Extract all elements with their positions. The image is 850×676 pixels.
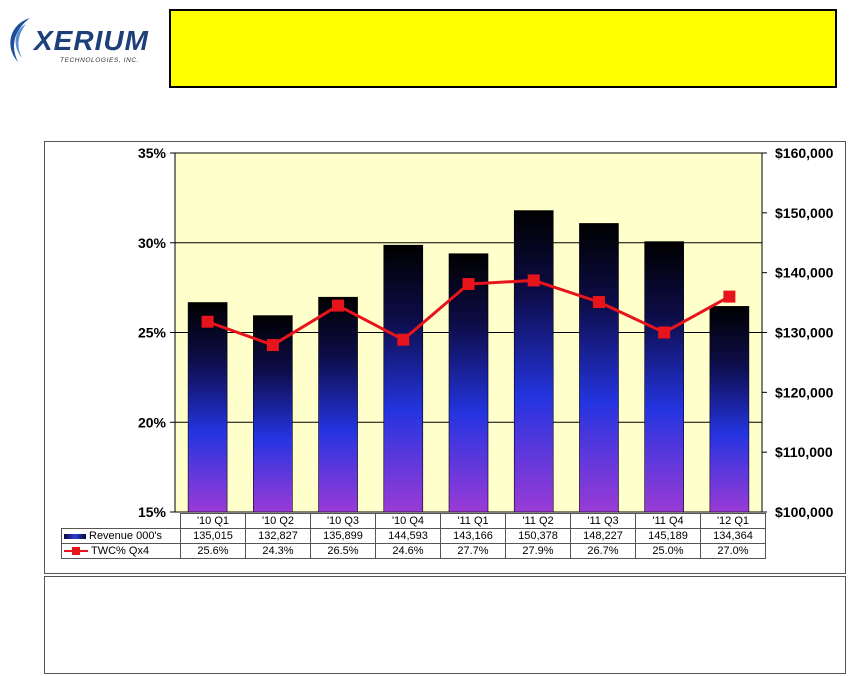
- data-table: '10 Q1'10 Q2'10 Q3'10 Q4'11 Q1'11 Q2'11 …: [61, 513, 766, 559]
- data-label: 144,593: [375, 528, 441, 544]
- data-label: 143,166: [440, 528, 506, 544]
- category-label: '10 Q3: [310, 513, 376, 529]
- data-label: 145,189: [635, 528, 701, 544]
- revenue-bar: [579, 223, 619, 513]
- data-label: 148,227: [570, 528, 636, 544]
- revenue-legend: Revenue 000's: [61, 528, 181, 544]
- revenue-bar: [513, 210, 554, 513]
- revenue-bar: [709, 306, 750, 513]
- right-tick-label: $150,000: [775, 205, 834, 221]
- twc-legend: TWC% Qx4: [61, 543, 181, 559]
- data-label: 27.0%: [700, 543, 766, 559]
- revenue-bar: [644, 241, 684, 513]
- twc-marker: [462, 278, 475, 291]
- logo-wordmark: XERIUM: [32, 25, 149, 56]
- logo-tagline: TECHNOLOGIES, INC.: [60, 57, 139, 64]
- combo-chart: 15%20%25%30%35%$100,000$110,000$120,000$…: [138, 145, 834, 520]
- revenue-bar: [448, 253, 489, 513]
- revenue-bar: [383, 244, 424, 513]
- revenue-bar: [187, 302, 228, 513]
- category-label: '10 Q2: [245, 513, 311, 529]
- revenue-bar: [318, 296, 358, 513]
- data-label: 24.3%: [245, 543, 311, 559]
- table-row: Revenue 000's 135,015 132,827 135,899 144,59…: [61, 528, 766, 544]
- category-label: '10 Q1: [180, 513, 246, 529]
- data-label: 132,827: [245, 528, 311, 544]
- data-label: 24.6%: [375, 543, 441, 559]
- data-label: 26.5%: [310, 543, 376, 559]
- logo-swoosh-icon: [10, 18, 30, 62]
- title-box: [169, 9, 837, 88]
- left-tick-label: 35%: [138, 145, 167, 161]
- right-tick-label: $100,000: [775, 504, 834, 520]
- series-name: TWC% Qx4: [91, 545, 150, 557]
- table-row: TWC% Qx4 25.6% 24.3% 26.5% 24.6% 27.7% 27.9% 26…: [61, 543, 766, 559]
- table-corner: [61, 513, 181, 529]
- twc-marker: [266, 339, 279, 352]
- data-label: 27.9%: [505, 543, 571, 559]
- right-tick-label: $130,000: [775, 325, 834, 341]
- data-label: 134,364: [700, 528, 766, 544]
- notes-box: [44, 576, 846, 674]
- twc-marker: [723, 290, 736, 303]
- chart-frame: 15% 20% 25% 30% 35% $100,000 $110,000 $120,000 $…: [44, 141, 846, 574]
- right-tick-label: $120,000: [775, 384, 834, 400]
- twc-marker: [397, 333, 410, 346]
- left-tick-label: 25%: [138, 325, 167, 341]
- twc-marker: [527, 274, 540, 287]
- line-legend-key-icon: [64, 546, 88, 556]
- twc-marker: [592, 295, 605, 308]
- data-label: 25.0%: [635, 543, 701, 559]
- category-label: '11 Q3: [570, 513, 636, 529]
- data-label: 135,015: [180, 528, 246, 544]
- bar-legend-key-icon: [64, 533, 86, 539]
- twc-marker: [658, 326, 671, 339]
- series-name: Revenue 000's: [89, 530, 163, 542]
- category-label: '12 Q1: [700, 513, 766, 529]
- right-tick-label: $140,000: [775, 265, 834, 281]
- twc-marker: [201, 315, 214, 328]
- right-tick-label: $160,000: [775, 145, 834, 161]
- category-label: '10 Q4: [375, 513, 441, 529]
- category-label: '11 Q1: [440, 513, 506, 529]
- xerium-logo: XERIUM TECHNOLOGIES, INC.: [10, 18, 149, 64]
- data-label: 150,378: [505, 528, 571, 544]
- category-label: '11 Q4: [635, 513, 701, 529]
- data-label: 27.7%: [440, 543, 506, 559]
- data-label: 25.6%: [180, 543, 246, 559]
- twc-marker: [332, 299, 345, 312]
- data-label: 135,899: [310, 528, 376, 544]
- category-label: '11 Q2: [505, 513, 571, 529]
- table-header-row: '10 Q1'10 Q2'10 Q3'10 Q4'11 Q1'11 Q2'11 …: [61, 513, 766, 529]
- left-tick-label: 30%: [138, 235, 167, 251]
- right-tick-label: $110,000: [775, 444, 833, 460]
- data-label: 26.7%: [570, 543, 636, 559]
- left-tick-label: 20%: [138, 414, 167, 430]
